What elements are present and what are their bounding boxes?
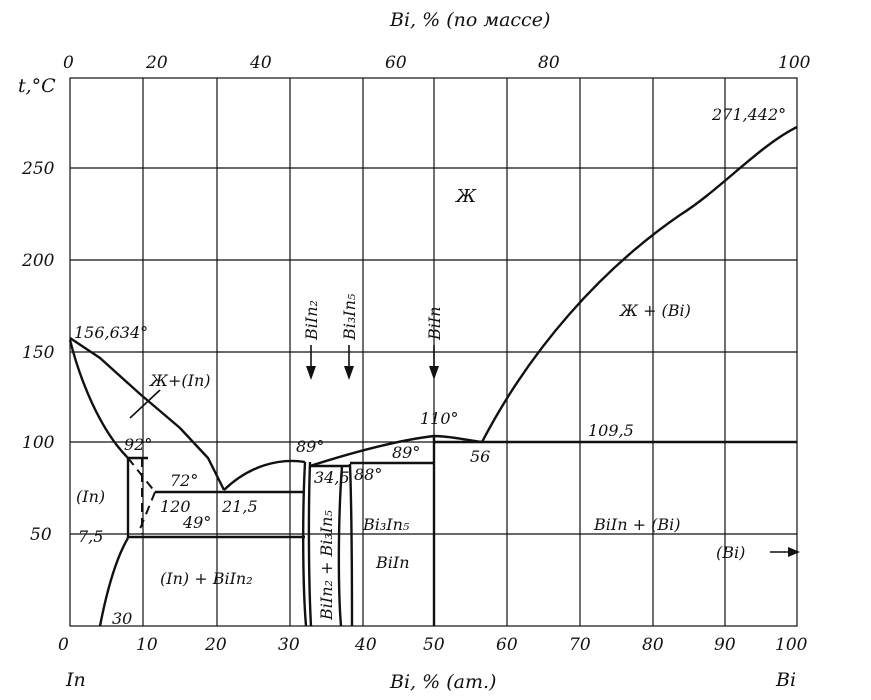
y-tick: 250 (21, 159, 55, 179)
bottom-tick: 30 (278, 635, 300, 655)
bottom-axis-title: Bi, % (ат.) (389, 671, 496, 693)
bottom-tick: 10 (136, 635, 158, 655)
top-tick: 40 (249, 53, 272, 73)
y-tick: 50 (30, 525, 52, 545)
bi3in5-right (348, 463, 354, 627)
element-in-label: In (65, 669, 86, 691)
label-34-5: 34,5 (314, 468, 350, 487)
region-labels: Ж Ж+(In) Ж + (Bi) (In) (In) + BiIn₂ Bi₃I… (76, 186, 745, 621)
bottom-tick: 80 (642, 635, 664, 655)
label-89a: 89° (296, 437, 324, 456)
y-tick: 150 (22, 343, 55, 363)
label-110: 110° (420, 409, 459, 428)
liquidus-biin2 (223, 459, 306, 491)
label-21-5: 21,5 (221, 497, 258, 516)
y-tick: 200 (21, 251, 55, 271)
y-tick: 100 (22, 433, 55, 453)
label-30: 30 (112, 609, 132, 628)
arrow-biin-head (429, 366, 439, 380)
liquidus-bi-side (480, 125, 798, 443)
region-liquid-in: Ж+(In) (149, 371, 211, 390)
compound-bi3in5: Bi₃In₅ (340, 293, 359, 341)
label-in-melt: 156,634° (74, 323, 148, 342)
bottom-tick: 20 (204, 635, 227, 655)
liquidus-in-side (69, 337, 226, 491)
label-89b: 89° (392, 443, 420, 462)
tie-mark (129, 389, 161, 419)
compound-biin: BiIn (425, 307, 444, 342)
element-bi-label: Bi (775, 669, 796, 691)
region-in-biin2: (In) + BiIn₂ (160, 569, 253, 588)
label-72: 72° (170, 471, 198, 490)
y-axis-title: t,°C (18, 75, 56, 97)
label-120: 120 (160, 497, 191, 516)
bottom-tick: 0 (58, 635, 69, 655)
biin2-left (301, 461, 308, 627)
region-biin: BiIn (375, 553, 410, 572)
dashed-72-49 (137, 491, 156, 535)
label-49: 49° (182, 513, 211, 532)
region-biin-bi: BiIn + (Bi) (593, 515, 680, 534)
top-tick: 100 (778, 53, 811, 73)
bottom-tick: 60 (496, 635, 518, 655)
label-56: 56 (470, 447, 490, 466)
bi3in5-left (337, 465, 344, 627)
compound-arrows (306, 345, 800, 557)
point-labels: 156,634° 271,442° 92° 72° 120 49° 7,5 30… (74, 105, 786, 628)
bottom-tick: 50 (423, 635, 445, 655)
y-ticks: 50 100 150 200 250 (21, 159, 55, 545)
arrow-bi-head (788, 547, 800, 557)
bottom-tick: 90 (714, 635, 736, 655)
region-bi-solid: (Bi) (716, 543, 745, 562)
compound-biin2: BiIn₂ (302, 300, 321, 341)
bottom-tick: 100 (775, 635, 808, 655)
region-liquid: Ж (454, 186, 477, 207)
region-liquid-bi: Ж + (Bi) (619, 301, 691, 320)
solvus-in-low (98, 537, 130, 627)
bottom-tick: 40 (354, 635, 377, 655)
bottom-ticks: 0 10 20 30 40 50 60 70 80 90 100 (58, 635, 808, 655)
region-bi3in5: Bi₃In₅ (362, 515, 410, 534)
top-tick: 60 (385, 53, 407, 73)
bottom-tick: 70 (569, 635, 591, 655)
compound-labels: BiIn₂ Bi₃In₅ BiIn (302, 293, 444, 341)
top-ticks: 0 20 40 60 80 100 (63, 53, 811, 73)
solidus-in (68, 339, 129, 459)
top-tick: 20 (145, 53, 168, 73)
label-88: 88° (354, 465, 382, 484)
label-7-5: 7,5 (78, 527, 103, 546)
label-bi-melt: 271,442° (711, 105, 786, 124)
region-in-solid: (In) (76, 487, 105, 506)
arrow-bi3in5-head (344, 366, 354, 380)
top-axis-title: Bi, % (по массе) (389, 9, 550, 31)
phase-boundaries (68, 125, 798, 627)
region-biin2-bi3in5: BiIn₂ + Bi₃In₅ (317, 510, 336, 621)
liquidus-biin (309, 434, 483, 468)
top-tick: 80 (538, 53, 560, 73)
biin2-right (307, 461, 313, 627)
label-92: 92° (124, 435, 152, 454)
arrow-biin2-head (306, 366, 316, 380)
label-109-5: 109,5 (588, 421, 634, 440)
top-tick: 0 (63, 53, 74, 73)
